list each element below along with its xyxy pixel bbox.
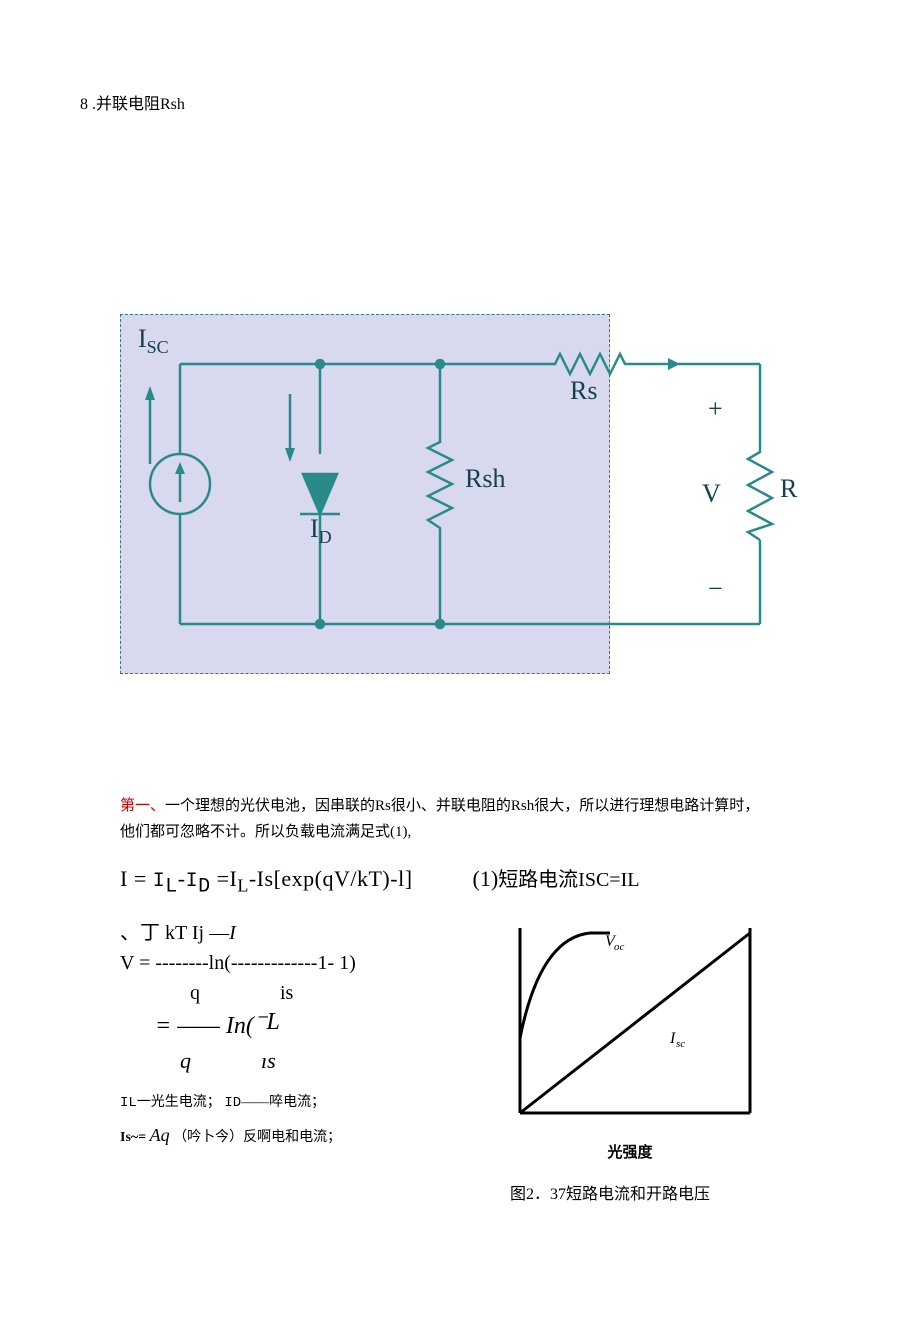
label-v: V (702, 479, 721, 509)
intensity-graph: V oc I sc 光强度 (500, 918, 760, 1162)
eq1-left: I = IL-ID =IL-Is[exp(qV/kT)-l] (120, 866, 413, 898)
eq1-right: (1)短路电流ISC=IL (473, 863, 640, 892)
def-2: Is~= Aq （吟卜今）反啊电和电流； (120, 1125, 460, 1146)
formula-l3: qis (120, 978, 460, 1008)
svg-text:sc: sc (676, 1038, 685, 1050)
graph-svg: V oc I sc (500, 918, 760, 1128)
isc-label: I (669, 1030, 676, 1047)
label-id: ID (310, 514, 332, 548)
label-rsh: Rsh (465, 464, 505, 494)
label-isc: ISC (138, 324, 169, 358)
formula-l5: qıs (120, 1044, 460, 1077)
para-red: 第一、 (120, 798, 165, 814)
label-rs: Rs (570, 376, 597, 406)
label-plus: + (708, 394, 723, 424)
def-1: IL一光生电流； ID——啐电流； (120, 1091, 460, 1111)
figure-caption: 图2．37短路电流和开路电压 (380, 1180, 840, 1204)
section-heading: 8 .并联电阻Rsh (80, 90, 840, 114)
formula-l1: 、丁 kT Ij —I (120, 918, 460, 948)
paragraph-1: 第一、一个理想的光伏电池，因串联的Rs很小、并联电阻的Rsh很大，所以进行理想电… (120, 794, 760, 845)
equation-1: I = IL-ID =IL-Is[exp(qV/kT)-l] (1)短路电流IS… (120, 863, 840, 898)
label-minus: − (708, 574, 723, 604)
formula-l2: V = --------ln(-------------1- 1) (120, 948, 460, 978)
label-r: R (780, 474, 797, 504)
para-text: 一个理想的光伏电池，因串联的Rs很小、并联电阻的Rsh很大，所以进行理想电路计算… (120, 798, 759, 840)
circuit-svg (120, 314, 800, 674)
formula-block: 、丁 kT Ij —I V = --------ln(-------------… (120, 918, 460, 1162)
graph-x-caption: 光强度 (500, 1141, 760, 1162)
formula-l4: = —— In(⁻L (120, 1008, 460, 1044)
svg-text:oc: oc (614, 941, 625, 953)
circuit-diagram: ISC ID Rsh Rs + V − R (120, 314, 780, 674)
